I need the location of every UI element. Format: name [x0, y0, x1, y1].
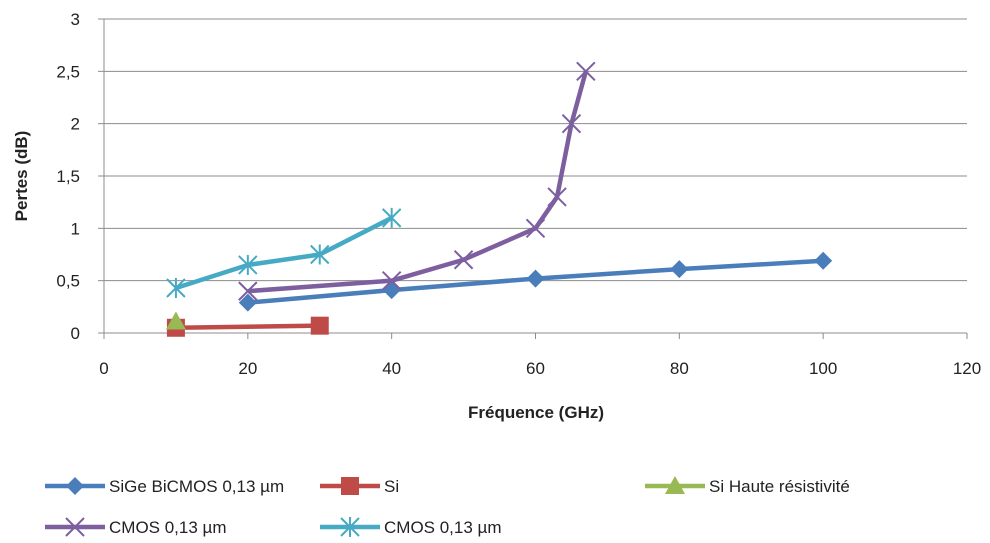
legend-item-4: CMOS 0,13 µm [45, 517, 227, 537]
data-point [561, 113, 582, 134]
data-point [576, 61, 596, 82]
series-line [175, 323, 320, 331]
data-point [310, 316, 329, 335]
x-tick-label: 120 [953, 359, 981, 378]
series-area [165, 61, 833, 337]
data-point [238, 281, 258, 301]
x-axis-title: Fréquence (GHz) [468, 403, 604, 422]
data-point [238, 254, 258, 275]
y-tick-label: 1,5 [56, 167, 80, 186]
series-3 [165, 311, 186, 330]
data-point [670, 260, 689, 279]
y-tick-label: 0,5 [56, 272, 80, 291]
legend-item-2: Si [320, 477, 399, 496]
data-point [547, 187, 567, 207]
x-tick-label: 20 [238, 359, 257, 378]
data-point [525, 218, 546, 239]
x-tick-label: 100 [809, 359, 837, 378]
legend-marker [66, 477, 84, 495]
legend-item-3: Si Haute résistivité [645, 476, 850, 496]
x-tick-label: 60 [526, 359, 545, 378]
legend-marker [65, 517, 85, 537]
data-point [382, 281, 401, 300]
data-point [453, 250, 474, 270]
x-tick-label: 80 [670, 359, 689, 378]
legend: SiGe BiCMOS 0,13 µm Si Si Haute résistivit… [45, 476, 850, 537]
legend-marker [340, 517, 360, 537]
legend-label: SiGe BiCMOS 0,13 µm [109, 477, 284, 496]
series-line [175, 215, 393, 291]
y-tick-label: 3 [71, 10, 80, 29]
series-5 [166, 207, 402, 298]
x-tick-label: 40 [382, 359, 401, 378]
legend-marker [341, 477, 359, 495]
legend-label: CMOS 0,13 µm [384, 518, 502, 537]
series-1 [238, 251, 833, 312]
y-tick-label: 1 [71, 219, 80, 238]
y-tick-label: 2,5 [56, 62, 80, 81]
axes: 0 0,5 1 1,5 2 2,5 3 0 20 40 60 80 100 120 [56, 10, 981, 378]
y-tick-label: 2 [71, 115, 80, 134]
legend-item-1: SiGe BiCMOS 0,13 µm [45, 477, 284, 496]
data-point [166, 277, 186, 298]
legend-label: CMOS 0,13 µm [109, 518, 227, 537]
data-point [526, 269, 545, 288]
legend-label: Si Haute résistivité [709, 477, 850, 496]
x-tick-label: 0 [99, 359, 108, 378]
data-point [381, 207, 402, 228]
legend-marker [665, 476, 685, 494]
data-point [238, 293, 257, 312]
y-tick-label: 0 [71, 324, 80, 343]
y-axis-title: Pertes (dB) [12, 131, 31, 222]
legend-item-5: CMOS 0,13 µm [320, 517, 502, 537]
data-point [381, 270, 402, 291]
data-point [814, 251, 833, 270]
legend-label: Si [384, 477, 399, 496]
series-4 [238, 61, 596, 301]
data-point [310, 244, 330, 265]
data-point [165, 311, 186, 330]
